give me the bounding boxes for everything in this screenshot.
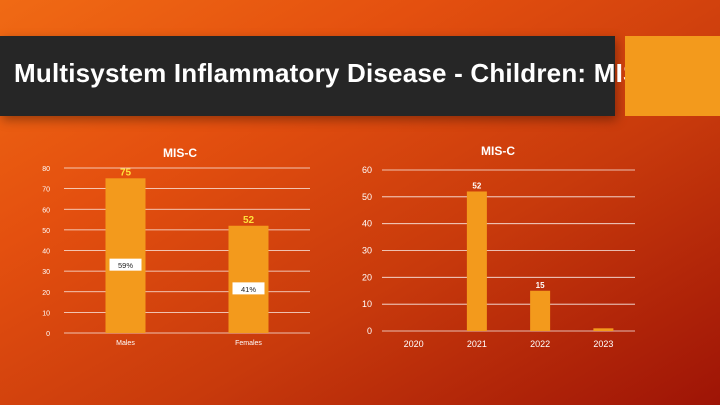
percent-label: 41% — [241, 285, 256, 294]
y-tick-label: 40 — [42, 249, 50, 256]
y-tick-label: 50 — [42, 228, 50, 235]
y-tick-label: 70 — [42, 187, 50, 194]
year-bar-chart: MIS-C 0 10 20 30 40 50 60 2020 52 2021 15 2022 2023 — [362, 144, 635, 349]
y-tick-label: 60 — [42, 207, 50, 214]
gender-bar-chart: MIS-C 0 10 20 30 40 50 60 70 80 75 59% Males 52 41% Fem… — [42, 146, 310, 347]
percent-label: 59% — [118, 261, 133, 270]
y-tick-label: 10 — [42, 310, 50, 317]
x-tick-label: Females — [235, 340, 262, 347]
y-tick-label: 50 — [362, 192, 372, 202]
y-tick-label: 60 — [362, 165, 372, 175]
bar — [466, 191, 487, 331]
x-tick-label: 2020 — [404, 339, 424, 349]
data-label: 75 — [120, 167, 132, 178]
percent-label-box — [232, 282, 265, 295]
y-tick-label: 40 — [362, 219, 372, 229]
x-tick-label: 2022 — [530, 339, 550, 349]
y-tick-label: 0 — [367, 326, 372, 336]
bar — [593, 328, 614, 331]
data-label: 52 — [472, 181, 481, 190]
data-label: 15 — [536, 281, 545, 290]
slide-title: Multisystem Inflammatory Disease - Child… — [14, 58, 669, 88]
x-tick-label: 2023 — [593, 339, 613, 349]
y-tick-label: 30 — [42, 269, 50, 276]
x-tick-label: 2021 — [467, 339, 487, 349]
accent-box — [625, 36, 720, 116]
y-tick-label: 20 — [42, 290, 50, 297]
bar — [228, 225, 269, 333]
title-bar: Multisystem Inflammatory Disease - Child… — [0, 36, 668, 116]
bar — [105, 178, 146, 333]
x-tick-label: Males — [116, 340, 135, 347]
y-tick-label: 20 — [362, 272, 372, 282]
bar — [530, 290, 551, 331]
percent-label-box — [109, 258, 142, 271]
y-tick-label: 10 — [362, 299, 372, 309]
y-tick-label: 0 — [46, 331, 50, 338]
chart-title: MIS-C — [163, 146, 197, 160]
y-tick-label: 80 — [42, 166, 50, 173]
chart-title: MIS-C — [481, 144, 515, 158]
data-label: 52 — [243, 215, 255, 226]
y-tick-label: 30 — [362, 246, 372, 256]
